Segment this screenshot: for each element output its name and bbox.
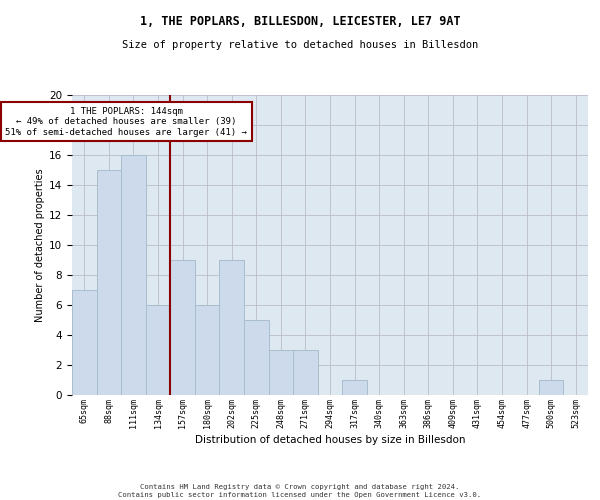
X-axis label: Distribution of detached houses by size in Billesdon: Distribution of detached houses by size … — [195, 434, 465, 444]
Bar — [539, 380, 563, 395]
Bar — [170, 260, 195, 395]
Bar — [146, 305, 170, 395]
Text: Size of property relative to detached houses in Billesdon: Size of property relative to detached ho… — [122, 40, 478, 50]
Bar — [72, 290, 97, 395]
Bar — [293, 350, 318, 395]
Bar — [269, 350, 293, 395]
Y-axis label: Number of detached properties: Number of detached properties — [35, 168, 45, 322]
Bar — [220, 260, 244, 395]
Bar — [97, 170, 121, 395]
Bar — [121, 155, 146, 395]
Bar — [342, 380, 367, 395]
Text: 1 THE POPLARS: 144sqm
← 49% of detached houses are smaller (39)
51% of semi-deta: 1 THE POPLARS: 144sqm ← 49% of detached … — [5, 107, 247, 137]
Text: 1, THE POPLARS, BILLESDON, LEICESTER, LE7 9AT: 1, THE POPLARS, BILLESDON, LEICESTER, LE… — [140, 15, 460, 28]
Bar — [244, 320, 269, 395]
Text: Contains HM Land Registry data © Crown copyright and database right 2024.
Contai: Contains HM Land Registry data © Crown c… — [118, 484, 482, 498]
Bar — [195, 305, 220, 395]
